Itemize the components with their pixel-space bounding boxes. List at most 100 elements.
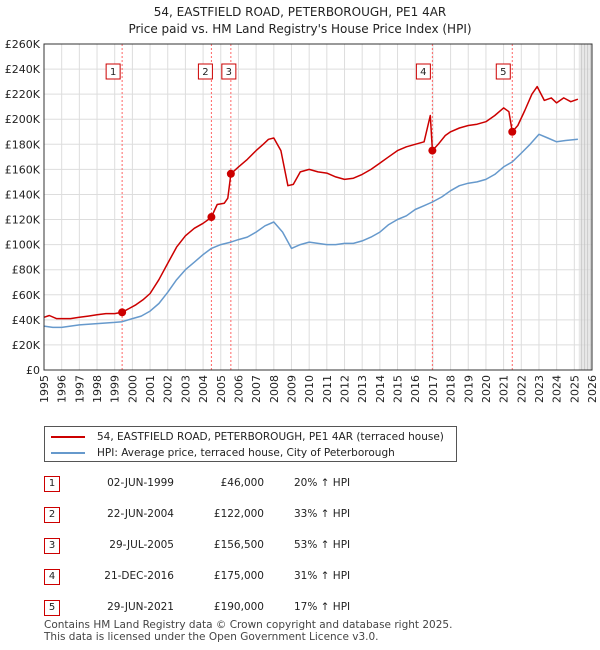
legend-label-hpi: HPI: Average price, terraced house, City… [97, 447, 395, 459]
future-shade [578, 44, 592, 370]
x-tick-label: 1997 [73, 375, 86, 403]
sale-marks-layer: 1 2 3 4 5 [105, 63, 517, 317]
x-tick-label: 2019 [462, 375, 475, 403]
x-tick-label: 2003 [179, 375, 192, 403]
y-tick-label: £220K [5, 88, 41, 101]
x-tick-label: 2000 [126, 375, 139, 403]
legend-item-property: 54, EASTFIELD ROAD, PETERBOROUGH, PE1 4A… [51, 429, 444, 445]
y-tick-label: £120K [5, 214, 41, 227]
x-tick-label: 2013 [356, 375, 369, 403]
x-tick-label: 2005 [215, 375, 228, 403]
x-tick-label: 2010 [303, 375, 316, 403]
footer-licence: This data is licensed under the Open Gov… [44, 631, 379, 643]
x-tick-label: 2009 [285, 375, 298, 403]
sale-price: £156,500 [213, 539, 264, 551]
sale-point [118, 308, 127, 317]
plot-frame [43, 43, 593, 371]
sale-number-badge: 5 [44, 600, 60, 616]
x-tick-label: 2017 [427, 375, 440, 403]
legend: 54, EASTFIELD ROAD, PETERBOROUGH, PE1 4A… [44, 426, 457, 462]
sale-row: 4 21-DEC-2016 £175,000 31% ↑ HPI [44, 567, 464, 587]
y-tick-label: £60K [12, 289, 41, 302]
y-tick-label: £100K [5, 239, 41, 252]
x-tick-label: 1996 [56, 375, 69, 403]
sale-number-badge: 2 [44, 507, 60, 523]
y-tick-label: £240K [5, 63, 41, 76]
legend-label-property: 54, EASTFIELD ROAD, PETERBOROUGH, PE1 4A… [97, 431, 444, 443]
chart-title-line1: 54, EASTFIELD ROAD, PETERBOROUGH, PE1 4A… [153, 5, 447, 19]
x-tick-label: 2002 [162, 375, 175, 403]
sale-row: 3 29-JUL-2005 £156,500 53% ↑ HPI [44, 536, 464, 556]
x-tick-label: 2004 [197, 375, 210, 403]
sale-number-badge: 1 [44, 476, 60, 492]
sale-date: 29-JUN-2021 [107, 601, 174, 613]
y-tick-label: £200K [5, 113, 41, 126]
x-tick-label: 2007 [250, 375, 263, 403]
sale-number-badge: 3 [44, 538, 60, 554]
sale-marker-label: 1 [110, 67, 116, 78]
y-tick-label: £0 [26, 364, 40, 377]
sale-marker-label: 5 [500, 67, 506, 78]
y-tick-label: £40K [12, 314, 41, 327]
sale-number-badge: 4 [44, 569, 60, 585]
property-price-line [43, 85, 579, 320]
x-tick-label: 2012 [339, 375, 352, 403]
sale-row: 2 22-JUN-2004 £122,000 33% ↑ HPI [44, 505, 464, 525]
x-tick-label: 2022 [515, 375, 528, 403]
hpi-line [43, 133, 578, 329]
axes-layer: £0 £20K £40K £60K £80K £100K £120K £140K £160K £1… [5, 38, 599, 403]
sale-hpi-change: 17% ↑ HPI [294, 601, 351, 613]
x-tick-label: 2018 [445, 375, 458, 403]
sale-marker-label: 2 [202, 67, 208, 78]
sale-point [508, 127, 517, 136]
x-tick-label: 2006 [232, 375, 245, 403]
sale-hpi-change: 20% ↑ HPI [294, 477, 351, 489]
y-tick-label: £260K [5, 38, 41, 51]
legend-item-hpi: HPI: Average price, terraced house, City… [51, 445, 395, 461]
sale-hpi-change: 33% ↑ HPI [294, 508, 351, 520]
x-tick-label: 1998 [91, 375, 104, 403]
y-tick-label: £160K [5, 163, 41, 176]
sale-marker-box [105, 63, 121, 80]
x-tick-label: 2026 [586, 375, 599, 403]
y-tick-label: £140K [5, 188, 41, 201]
sale-price: £175,000 [213, 570, 264, 582]
sale-marker-label: 3 [226, 67, 232, 78]
sale-point [226, 169, 235, 178]
sale-point [207, 213, 216, 222]
x-tick-label: 1999 [109, 375, 122, 403]
x-tick-label: 2016 [409, 375, 422, 403]
footer: Contains HM Land Registry data © Crown c… [44, 619, 452, 643]
sale-price: £122,000 [213, 508, 264, 520]
sale-point [428, 146, 437, 155]
x-tick-label: 2015 [392, 375, 405, 403]
x-tick-label: 2023 [533, 375, 546, 403]
sale-marker-label: 4 [420, 67, 426, 78]
sale-hpi-change: 53% ↑ HPI [294, 539, 351, 551]
sale-marker-box [415, 63, 431, 80]
x-tick-label: 2011 [321, 375, 334, 403]
y-tick-label: £80K [12, 264, 41, 277]
x-tick-label: 2014 [374, 375, 387, 403]
sale-price: £46,000 [220, 477, 264, 489]
sale-date: 29-JUL-2005 [109, 539, 174, 551]
legend-swatch-hpi [51, 452, 85, 454]
y-tick-label: £20K [12, 339, 41, 352]
sale-marker-box [495, 63, 511, 80]
sale-hpi-change: 31% ↑ HPI [294, 570, 351, 582]
y-tick-label: £180K [5, 138, 41, 151]
series-layer [43, 85, 579, 329]
chart-title-line2: Price paid vs. HM Land Registry's House … [128, 22, 472, 36]
sale-marker-box [197, 63, 213, 80]
sale-date: 02-JUN-1999 [107, 477, 174, 489]
x-tick-label: 2024 [551, 375, 564, 403]
x-tick-label: 1995 [38, 375, 51, 403]
legend-swatch-property [51, 436, 85, 438]
sale-marker-box [221, 63, 237, 80]
sale-date: 22-JUN-2004 [107, 508, 174, 520]
x-tick-label: 2025 [568, 375, 581, 403]
x-tick-label: 2021 [498, 375, 511, 403]
sale-price: £190,000 [213, 601, 264, 613]
sale-row: 5 29-JUN-2021 £190,000 17% ↑ HPI [44, 598, 464, 618]
